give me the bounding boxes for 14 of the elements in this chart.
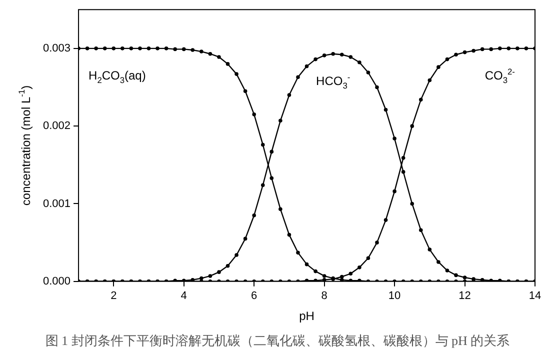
y-tick-label: 0.003 [42, 42, 71, 54]
y-tick-label: 0.002 [42, 120, 71, 132]
caption: 图 1 封闭条件下平衡时溶解无机碳（二氧化碳、碳酸氢根、碳酸根）与 pH 的关系 [44, 332, 511, 350]
y-tick-label: 0.000 [42, 275, 71, 288]
x-tick-label: 12 [458, 290, 471, 302]
x-tick-label: 10 [388, 290, 401, 302]
x-tick-label: 14 [528, 290, 542, 302]
y-tick-label: 0.001 [42, 198, 71, 210]
y-axis-title: concentration (mol L-1) [16, 85, 33, 206]
x-tick-label: 2 [110, 290, 117, 302]
x-tick-label: 8 [321, 290, 328, 302]
x-tick-label: 4 [180, 290, 187, 302]
x-axis-title: pH [299, 309, 314, 324]
x-tick-label: 6 [251, 290, 258, 302]
